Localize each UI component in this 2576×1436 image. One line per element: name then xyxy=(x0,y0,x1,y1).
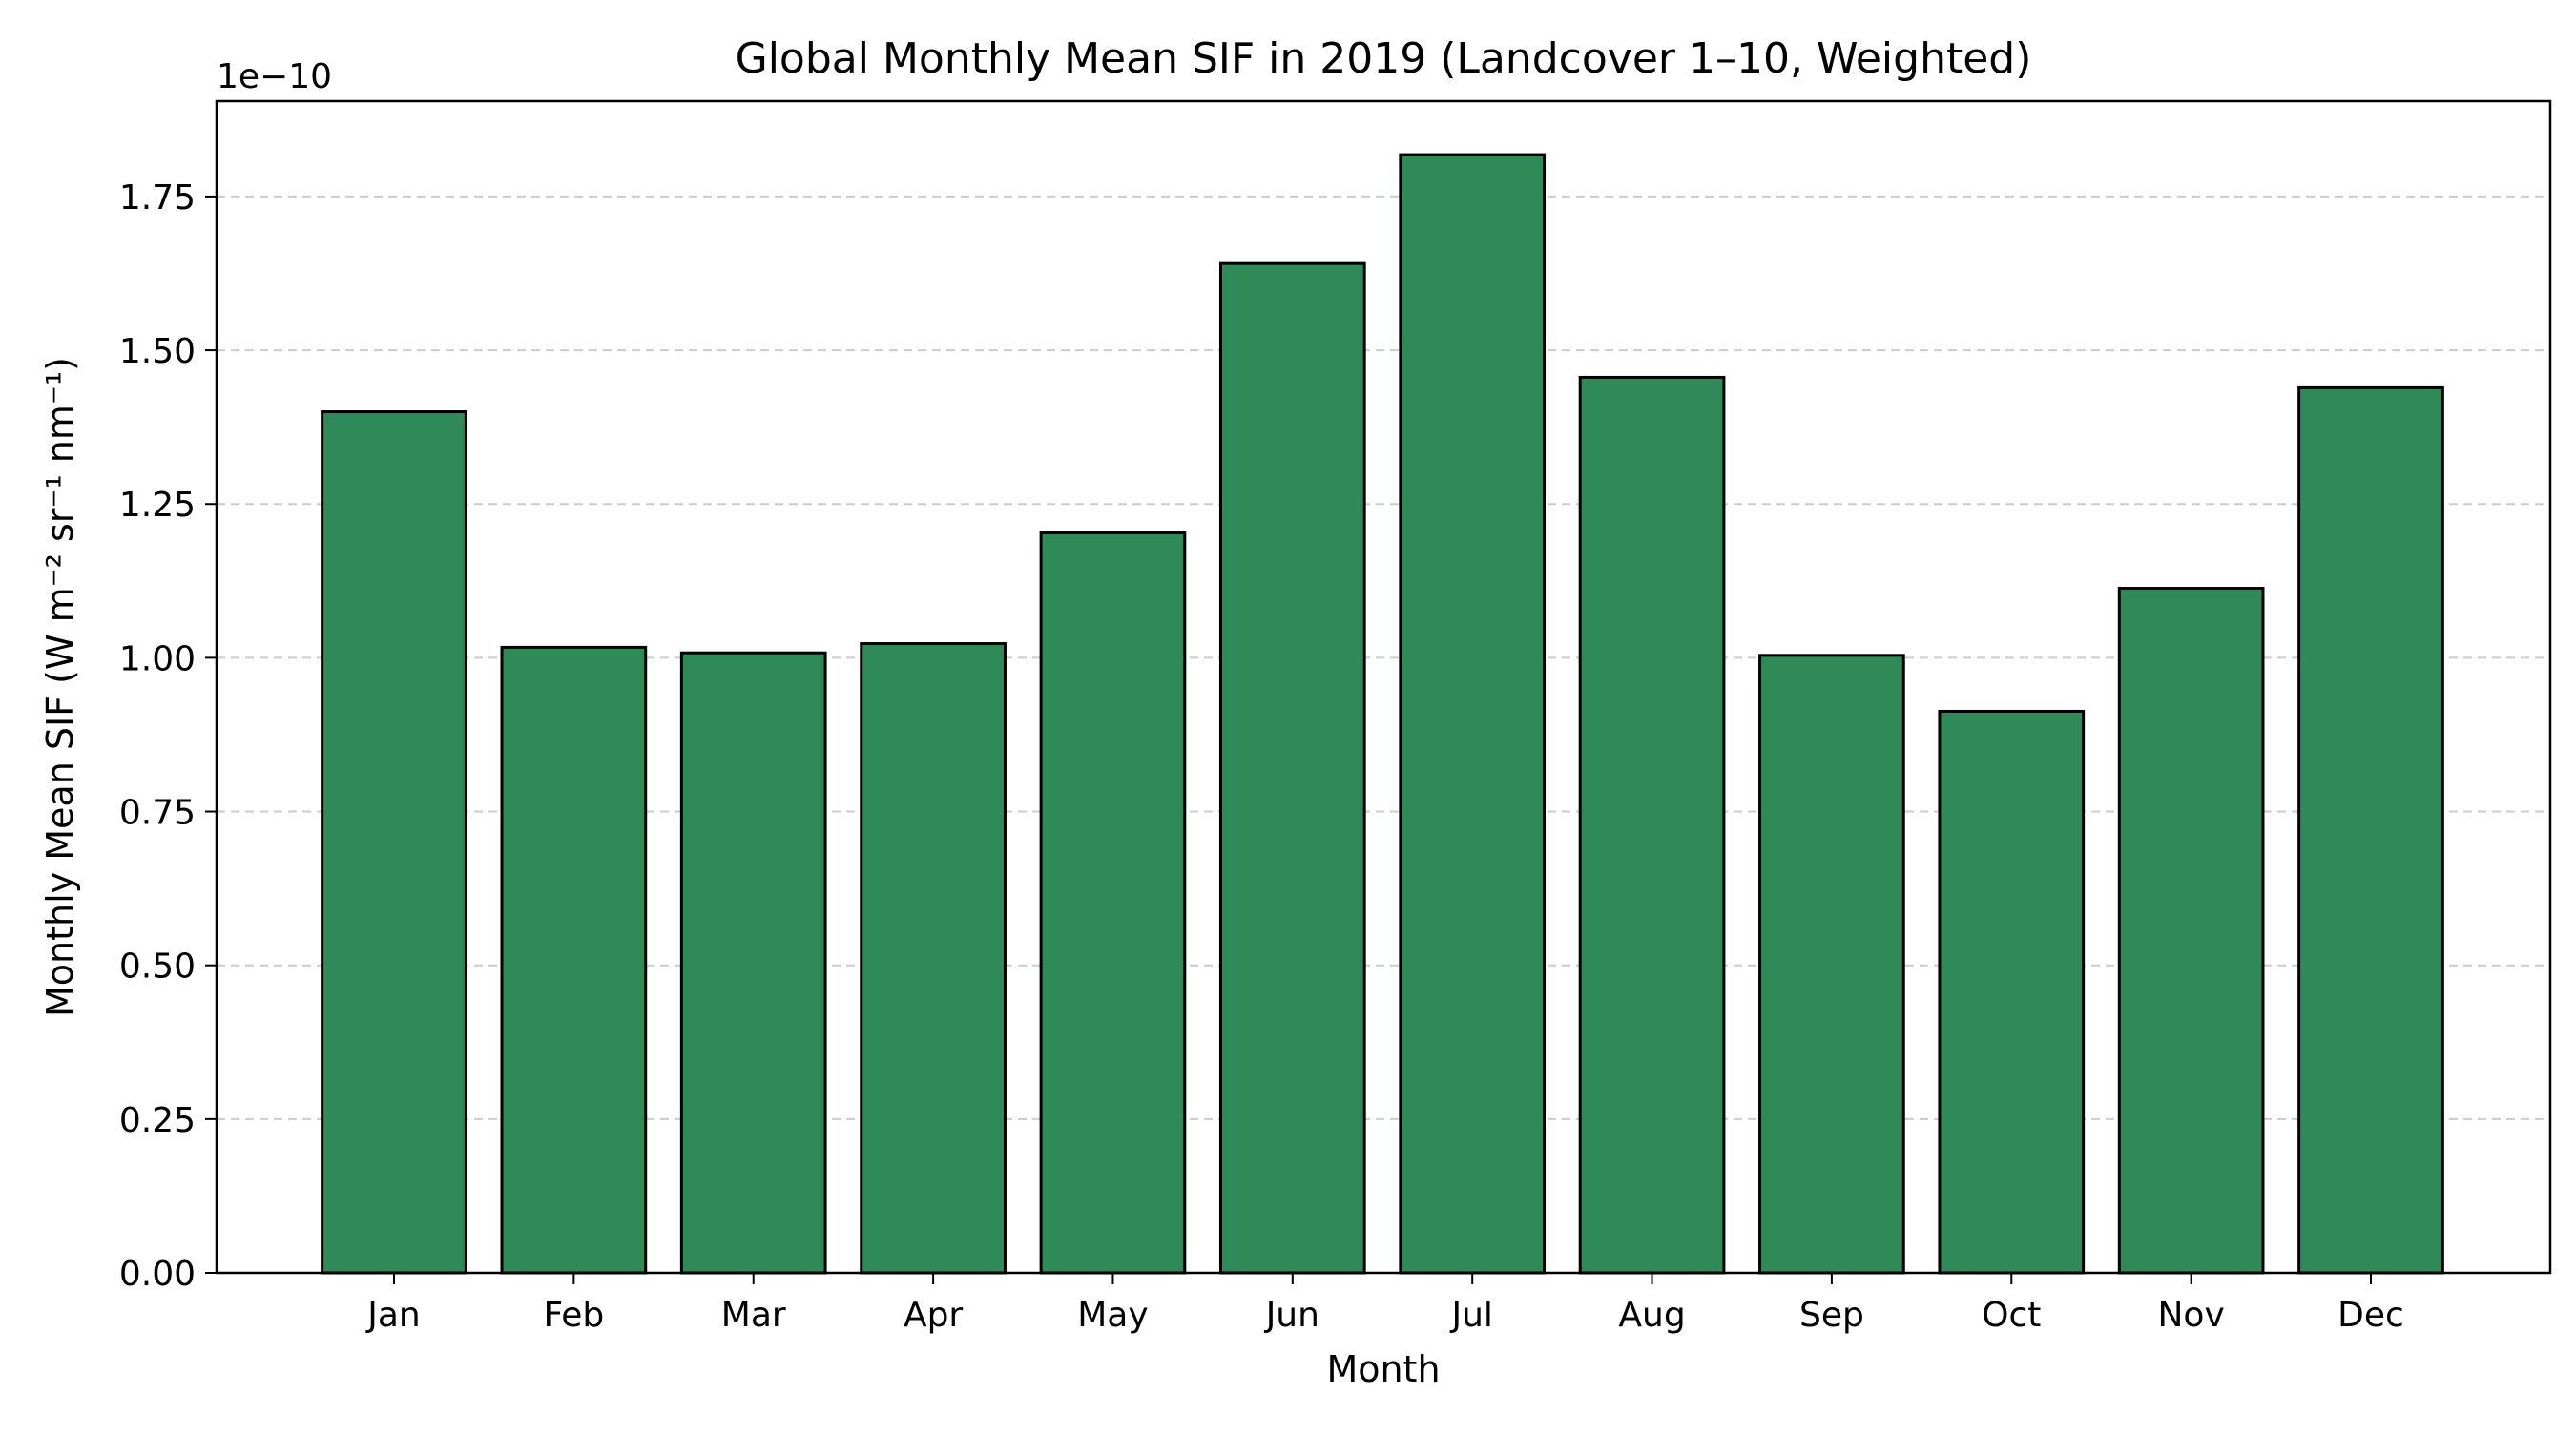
x-tick-label: Oct xyxy=(1982,1296,2041,1335)
y-tick-label: 0.25 xyxy=(119,1101,196,1140)
x-tick-label: Jun xyxy=(1264,1296,1319,1335)
bar-feb xyxy=(500,645,648,1275)
y-tick-label: 0.75 xyxy=(119,794,196,833)
bar-jun xyxy=(1218,261,1366,1275)
bar-jul xyxy=(1399,153,1547,1275)
x-axis-label: Month xyxy=(1326,1348,1440,1390)
x-tick-label: Feb xyxy=(543,1296,604,1335)
bar-jan xyxy=(321,410,467,1275)
x-tick-label: Jul xyxy=(1449,1296,1492,1335)
bar-mar xyxy=(679,651,827,1275)
y-offset-label: 1e−10 xyxy=(217,57,332,96)
bar-may xyxy=(1039,531,1187,1275)
bars xyxy=(321,153,2444,1275)
y-tick-label: 1.50 xyxy=(119,332,196,371)
y-tick-label: 1.25 xyxy=(119,486,196,525)
bar-nov xyxy=(2117,587,2265,1275)
bar-apr xyxy=(860,642,1007,1275)
x-tick-label: Mar xyxy=(721,1296,786,1335)
y-tick-label: 1.00 xyxy=(119,639,196,678)
plot-frame xyxy=(215,99,2552,1275)
bar-dec xyxy=(2297,385,2444,1275)
x-tick-label: Dec xyxy=(2337,1296,2404,1335)
bar-aug xyxy=(1578,375,1726,1275)
y-axis-label: Monthly Mean SIF (W m⁻² sr⁻¹ nm⁻¹) xyxy=(39,357,81,1017)
x-tick-label: Nov xyxy=(2158,1296,2225,1335)
x-tick-label: Sep xyxy=(1799,1296,1864,1335)
bar-sep xyxy=(1758,654,1905,1275)
y-tick-label: 0.50 xyxy=(119,947,196,987)
y-tick-label: 0.00 xyxy=(119,1255,196,1294)
y-tick-label: 1.75 xyxy=(119,178,196,218)
y-axis-ticks: 0.00 0.25 0.50 0.75 1.00 1.25 1.50 1.75 xyxy=(119,178,217,1294)
bar-oct xyxy=(1938,709,2086,1275)
chart-title: Global Monthly Mean SIF in 2019 (Landcov… xyxy=(736,34,2032,83)
x-tick-label: May xyxy=(1077,1296,1148,1335)
x-tick-label: Aug xyxy=(1618,1296,1685,1335)
x-tick-label: Apr xyxy=(904,1296,963,1335)
x-axis-ticks: Jan Feb Mar Apr May Jun Jul Aug Sep Oct Nov Dec xyxy=(365,1273,2404,1335)
x-tick-label: Jan xyxy=(365,1296,421,1335)
